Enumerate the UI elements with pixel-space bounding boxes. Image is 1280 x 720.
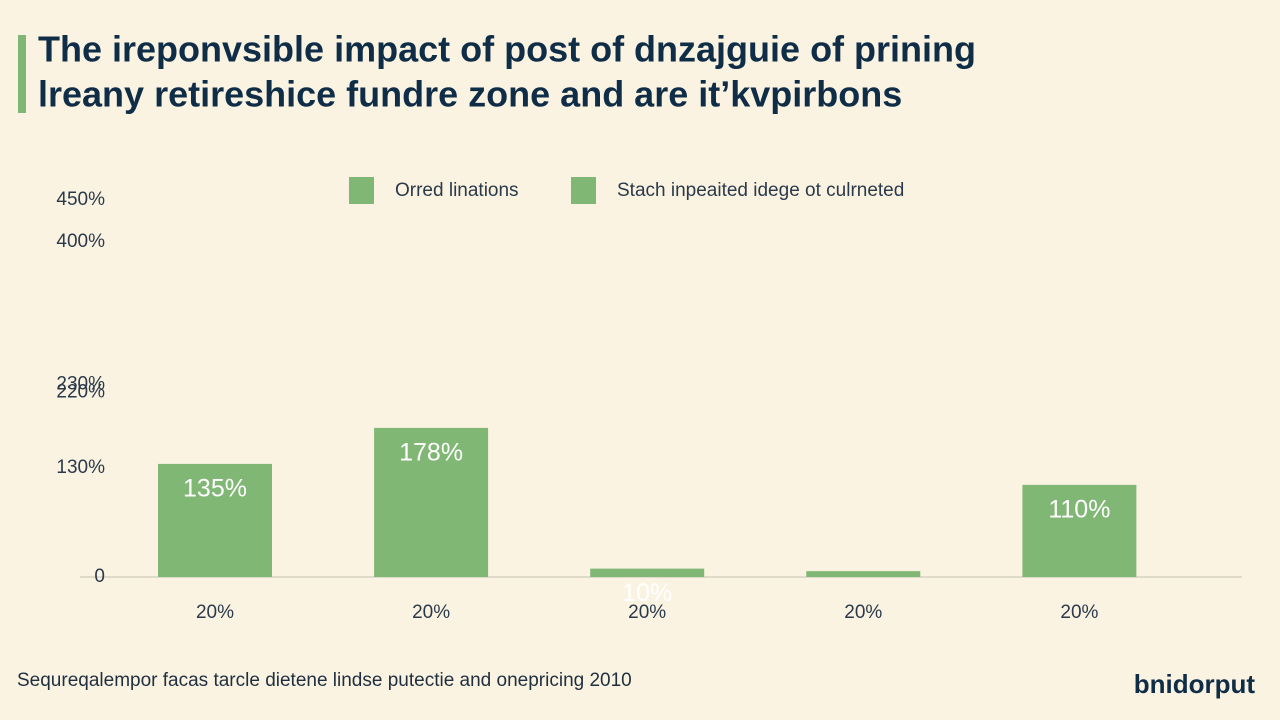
x-tick-label: 20%	[196, 602, 234, 623]
y-tick-label: 0	[94, 566, 105, 587]
bar	[806, 571, 921, 577]
legend-label: Orred linations	[395, 180, 519, 201]
footer: Sequreqalempor facas tarcle dietene lind…	[17, 670, 632, 691]
chart-title: lreany retireshice fundre zone and are i…	[38, 74, 902, 115]
y-tick-label: 450%	[56, 189, 105, 210]
legend-label: Stach inpeaited idege ot culrneted	[617, 180, 904, 201]
bar	[158, 463, 272, 577]
value-label: 10%	[622, 579, 672, 607]
logo: bnidorput	[1134, 669, 1256, 699]
bar	[374, 427, 489, 577]
chart-title: The ireponvѕible impact of post of dnzaj…	[38, 29, 976, 70]
x-tick-label: 20%	[412, 602, 450, 623]
x-tick-label: 20%	[844, 602, 882, 623]
title-accent	[18, 35, 26, 113]
value-label: 178%	[399, 438, 463, 466]
value-label: 110%	[1048, 495, 1110, 523]
x-tick-label: 20%	[1060, 602, 1098, 623]
x-tick-label: 20%	[628, 602, 666, 623]
bar	[590, 568, 705, 577]
bar	[1022, 484, 1137, 577]
y-tick-label: 230%	[56, 373, 105, 394]
legend-swatch	[349, 177, 374, 204]
y-tick-label: 400%	[56, 231, 105, 252]
y-tick-label: 130%	[56, 457, 105, 478]
legend-swatch	[571, 177, 596, 204]
y-tick-label: 220%	[56, 382, 105, 403]
value-label: 135%	[183, 475, 247, 503]
